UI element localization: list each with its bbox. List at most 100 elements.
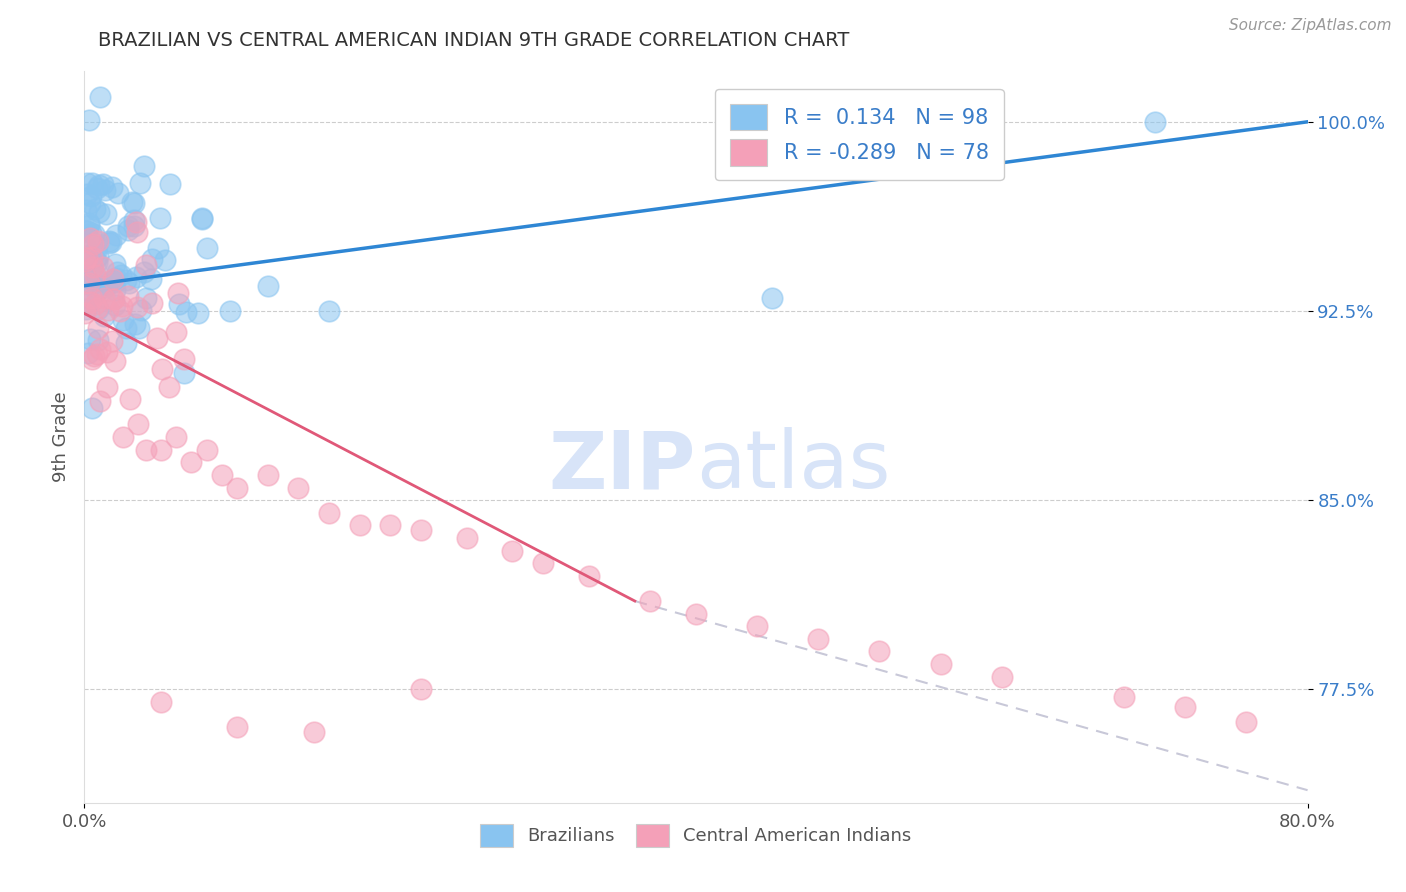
Point [104,354,127,368]
Point [349,518,371,533]
Point [87,234,110,248]
Point [86,249,108,263]
Point [107,186,129,200]
Point [77,248,100,262]
Point [82,260,104,274]
Point [101,334,124,349]
Point [226,481,249,495]
Point [159,177,181,191]
Point [117,288,139,302]
Point [86,347,108,361]
Point [86,301,108,316]
Point [149,695,172,709]
Point [146,331,169,345]
Point [180,455,202,469]
Point [104,228,127,243]
Point [101,180,124,194]
Point [219,304,242,318]
Point [111,430,134,444]
Point [77,112,100,127]
Point [83,227,105,241]
Point [80,254,103,268]
Point [103,276,125,290]
Point [86,301,108,316]
Point [1114,690,1136,704]
Point [761,291,783,305]
Point [93,291,115,305]
Point [380,518,402,533]
Point [150,362,173,376]
Point [409,682,432,697]
Point [89,274,111,288]
Point [75,203,97,218]
Point [89,178,111,192]
Point [118,276,141,290]
Point [76,224,98,238]
Point [80,352,103,367]
Point [75,269,97,284]
Point [79,277,101,291]
Point [73,306,96,320]
Point [111,299,134,313]
Point [257,467,280,482]
Point [302,725,325,739]
Point [96,379,118,393]
Point [747,619,769,633]
Point [120,392,142,407]
Point [115,321,138,335]
Point [104,257,127,271]
Point [86,285,108,300]
Point [79,332,101,346]
Point [79,195,101,210]
Point [991,670,1014,684]
Point [80,401,103,415]
Point [86,254,108,268]
Point [578,569,600,583]
Point [191,211,214,225]
Text: atlas: atlas [696,427,890,506]
Point [91,260,114,274]
Point [100,235,122,249]
Point [86,239,108,253]
Point [531,556,554,570]
Point [638,594,661,608]
Point [86,181,108,195]
Point [76,224,98,238]
Point [110,268,132,282]
Point [135,442,157,457]
Point [122,219,145,233]
Point [141,252,163,267]
Point [125,225,148,239]
Point [76,176,98,190]
Point [89,394,111,409]
Point [174,304,197,318]
Point [134,265,156,279]
Point [165,325,187,339]
Point [80,262,103,277]
Point [132,159,155,173]
Point [117,219,139,234]
Point [108,303,131,318]
Point [79,218,101,232]
Point [94,183,117,197]
Point [157,379,180,393]
Point [127,300,149,314]
Point [96,344,118,359]
Point [318,506,340,520]
Point [318,304,340,318]
Point [83,297,105,311]
Point [98,277,121,291]
Point [135,258,157,272]
Point [84,244,107,258]
Point [79,216,101,230]
Point [121,195,143,210]
Point [89,342,111,356]
Point [167,296,190,310]
Point [456,531,478,545]
Point [80,226,103,240]
Point [82,236,104,251]
Point [83,349,105,363]
Point [79,231,101,245]
Y-axis label: 9th Grade: 9th Grade [52,392,70,483]
Point [122,212,145,227]
